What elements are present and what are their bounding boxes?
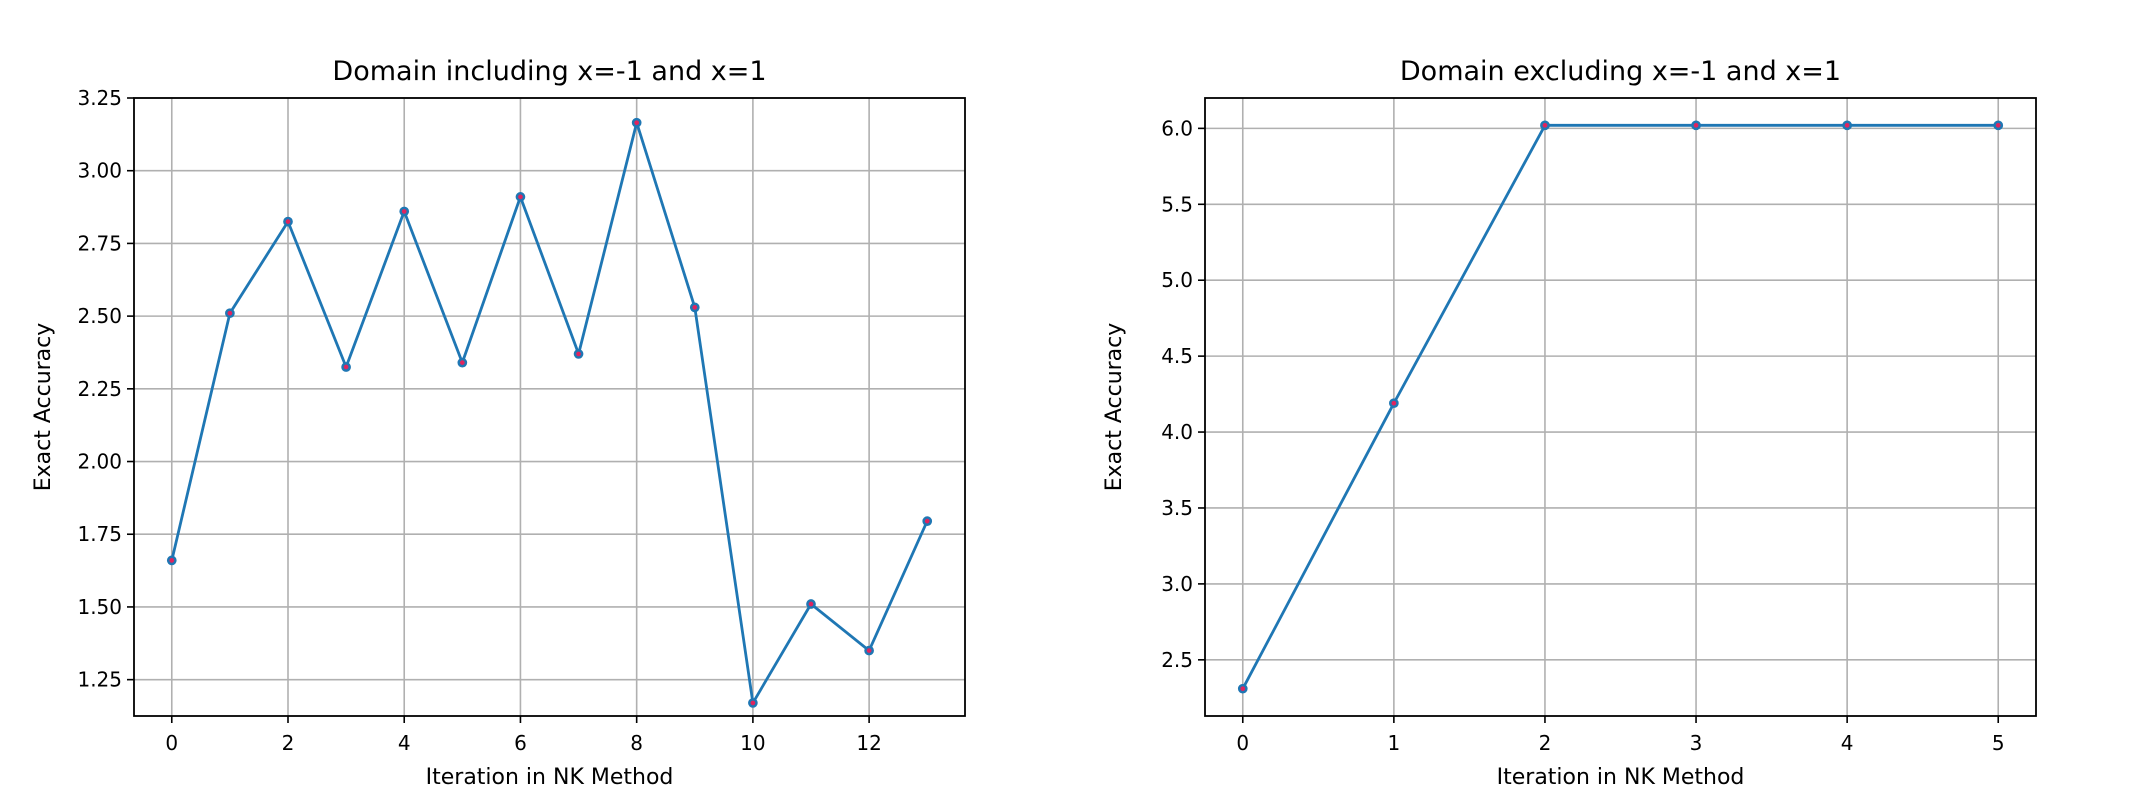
data-point — [1993, 120, 2004, 131]
x-axis-label: Iteration in NK Method — [1497, 765, 1745, 790]
data-point — [922, 516, 933, 526]
y-tick-label: 3.00 — [77, 159, 122, 183]
y-tick-label: 2.5 — [1161, 648, 1193, 672]
series-line — [1241, 123, 1999, 690]
y-tick-label: 5.0 — [1161, 268, 1193, 292]
chart-left: Domain including x=-1 and x=1 Iteration … — [31, 56, 966, 790]
data-point — [1389, 398, 1399, 409]
x-tick-label: 12 — [856, 731, 881, 755]
data-point — [1691, 120, 1701, 131]
x-tick-label: 2 — [1539, 731, 1552, 755]
y-tick-label: 1.50 — [77, 595, 122, 619]
x-tick-label: 5 — [1992, 731, 2005, 755]
data-point — [573, 349, 584, 359]
data-point — [283, 216, 293, 227]
data-point — [225, 308, 235, 319]
chart-title: Domain excluding x=-1 and x=1 — [1400, 56, 1841, 87]
y-tick-label: 3.5 — [1161, 496, 1193, 520]
y-tick-label: 2.50 — [77, 304, 122, 328]
grid-lines — [134, 97, 965, 716]
data-point — [1842, 120, 1852, 131]
y-tick-label: 1.75 — [77, 522, 122, 546]
y-axis-label: Exact Accuracy — [1102, 323, 1127, 492]
data-point — [806, 599, 816, 609]
y-tick-label: 3.25 — [77, 86, 122, 110]
x-tick-label: 0 — [1236, 731, 1249, 755]
y-tick-label: 2.75 — [77, 231, 122, 255]
data-point — [631, 117, 642, 128]
data-point — [1237, 683, 1248, 694]
y-tick-label: 5.5 — [1161, 192, 1193, 216]
data-point — [399, 206, 410, 217]
data-point — [457, 357, 468, 368]
x-tick-label: 4 — [1841, 731, 1854, 755]
y-tick-label: 2.25 — [77, 377, 122, 401]
data-point — [748, 698, 758, 708]
data-point — [341, 362, 351, 372]
x-tick-label: 0 — [165, 731, 178, 755]
x-tick-label: 3 — [1690, 731, 1703, 755]
x-tick-label: 10 — [740, 731, 765, 755]
data-point — [1540, 120, 1550, 131]
y-tick-label: 4.5 — [1161, 344, 1193, 368]
y-tick-label: 3.0 — [1161, 572, 1193, 596]
x-tick-label: 6 — [514, 731, 527, 755]
plot-frame — [133, 97, 966, 717]
y-tick-label: 6.0 — [1161, 116, 1193, 140]
x-tick-label: 4 — [398, 731, 411, 755]
grid-lines — [1205, 98, 2036, 716]
plot-frame — [1204, 97, 2037, 717]
y-tick-label: 2.00 — [77, 450, 122, 474]
x-axis-label: Iteration in NK Method — [426, 765, 674, 790]
data-point — [166, 555, 177, 566]
chart-right: Domain excluding x=-1 and x=1 Iteration … — [1102, 56, 2037, 790]
chart-title: Domain including x=-1 and x=1 — [332, 56, 766, 87]
data-point — [864, 645, 874, 656]
x-tick-label: 8 — [630, 731, 643, 755]
y-axis-label: Exact Accuracy — [31, 323, 56, 492]
x-tick-label: 1 — [1387, 731, 1400, 755]
x-tick-label: 2 — [282, 731, 295, 755]
y-tick-label: 4.0 — [1161, 420, 1193, 444]
data-point — [689, 302, 700, 313]
data-point — [515, 192, 526, 202]
series-line — [170, 121, 929, 705]
y-tick-label: 1.25 — [77, 668, 122, 692]
